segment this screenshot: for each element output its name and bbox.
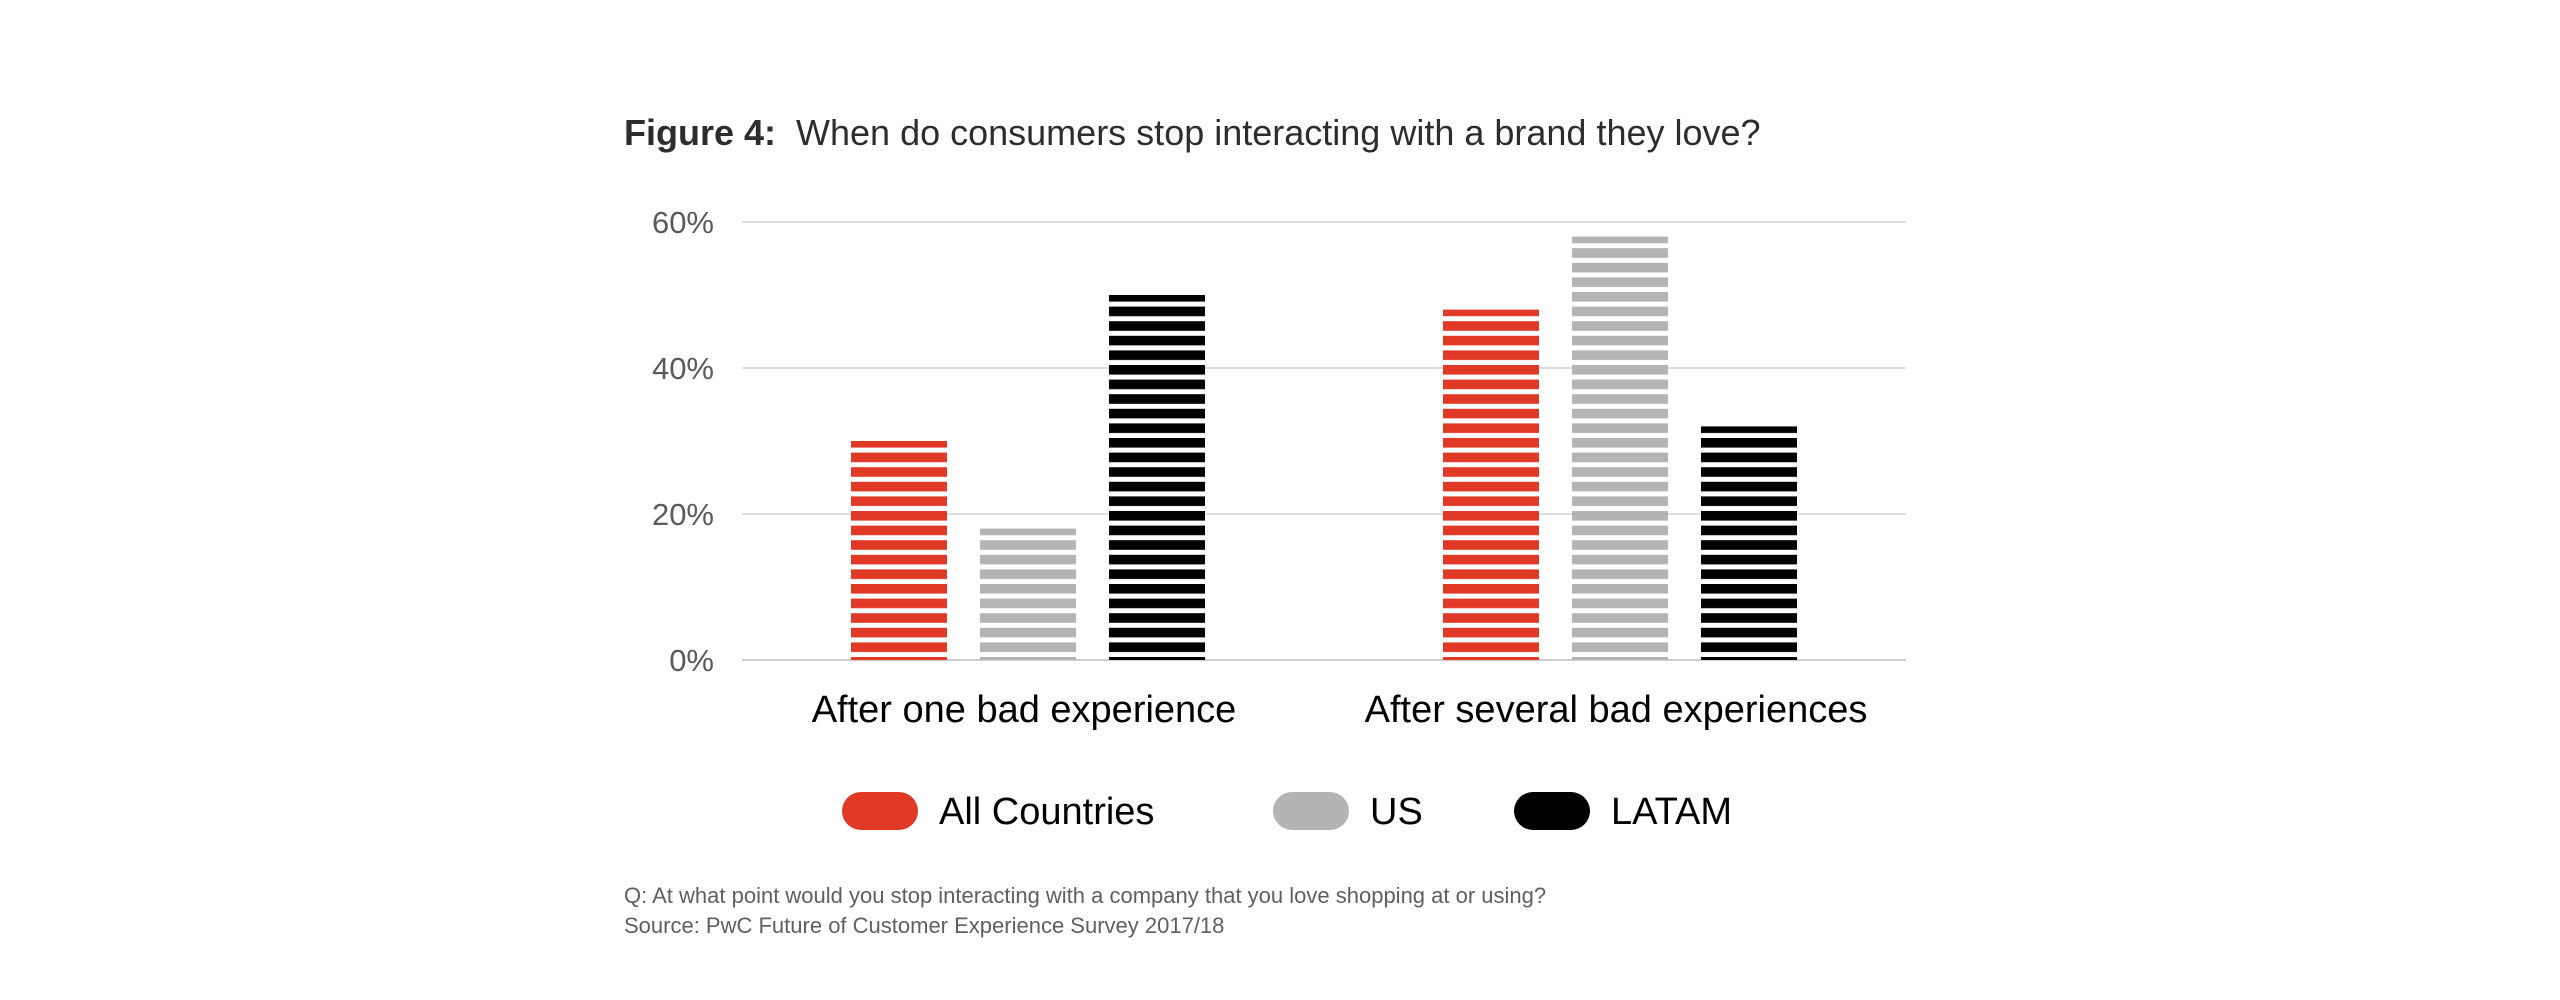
x-category-label: After one bad experience	[812, 689, 1237, 731]
bar-all-countries-2	[1443, 309, 1539, 660]
footnote-source: Source: PwC Future of Customer Experienc…	[624, 913, 1224, 938]
x-category-label: After several bad experiences	[1365, 689, 1868, 731]
y-tick-label: 60%	[652, 205, 714, 240]
bar-latam-1	[1109, 295, 1205, 660]
y-tick-label: 40%	[652, 351, 714, 386]
legend-label: LATAM	[1611, 791, 1732, 833]
bar-all-countries-1	[851, 441, 947, 660]
chart-title: Figure 4: When do consumers stop interac…	[624, 112, 1761, 153]
legend-swatch	[842, 792, 918, 830]
footnote-question: Q: At what point would you stop interact…	[624, 883, 1546, 908]
legend-label: All Countries	[939, 791, 1154, 833]
bar-us-2	[1572, 236, 1668, 660]
legend-item-us: US	[1273, 791, 1423, 833]
bars	[851, 236, 1797, 660]
legend-item-latam: LATAM	[1514, 791, 1732, 833]
legend: All Countries US LATAM	[842, 791, 1732, 833]
chart-title-text: When do consumers stop interacting with …	[796, 112, 1761, 153]
bar-latam-2	[1701, 426, 1797, 660]
y-tick-label: 0%	[669, 643, 714, 678]
y-axis-tick-labels: 0% 20% 40% 60%	[652, 205, 714, 678]
chart-title-prefix: Figure 4:	[624, 112, 776, 153]
bar-us-1	[980, 528, 1076, 660]
legend-item-all-countries: All Countries	[842, 791, 1154, 833]
legend-label: US	[1370, 791, 1423, 833]
x-axis-category-labels: After one bad experience After several ba…	[812, 689, 1868, 731]
legend-swatch	[1273, 792, 1349, 830]
y-tick-label: 20%	[652, 497, 714, 532]
legend-swatch	[1514, 792, 1590, 830]
